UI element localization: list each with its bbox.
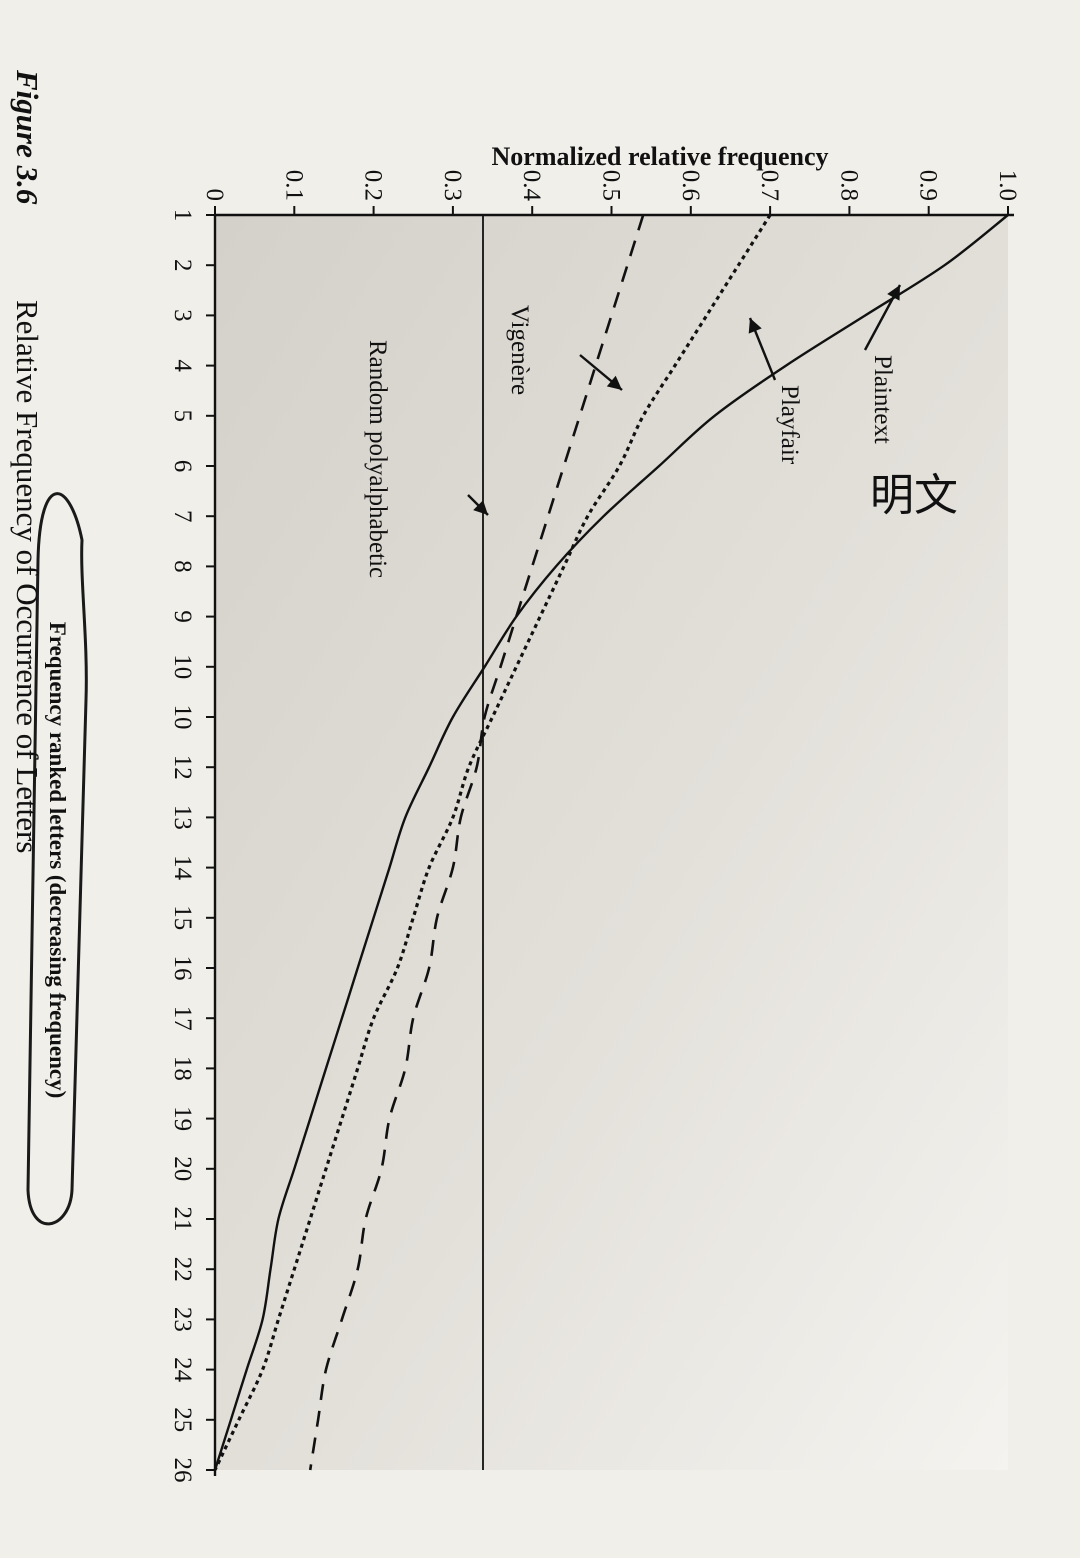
series-line-vigen-re [308, 214, 645, 1471]
x-tick-label: 17 [169, 1006, 196, 1031]
x-tick-label: 15 [169, 905, 196, 930]
x-tick-label: 26 [169, 1458, 196, 1483]
y-tick-label: 0 [201, 189, 228, 202]
x-tick-label: 1 [169, 209, 196, 222]
x-tick-label: 22 [169, 1257, 196, 1282]
x-tick-label: 10 [169, 654, 196, 679]
series-line-playfair [213, 214, 772, 1471]
annotation-playfair: Playfair [776, 385, 803, 465]
x-tick-label: 18 [169, 1056, 196, 1081]
annotation-random-polyalphabetic: Random polyalphabetic [364, 340, 391, 578]
plot-area [215, 215, 1008, 1470]
x-tick-label: 23 [169, 1307, 196, 1332]
x-tick-label: 13 [169, 805, 196, 830]
annotation-arrowhead [473, 500, 488, 515]
figure-caption-text: Relative Frequency of Occurrence of Lett… [10, 300, 45, 853]
x-tick-label: 9 [169, 610, 196, 623]
y-tick-label: 0.8 [835, 170, 862, 201]
handwritten-circle [26, 492, 88, 1226]
y-tick-label: 0.6 [677, 170, 704, 201]
axes [213, 213, 1014, 1476]
x-tick-label: 19 [169, 1106, 196, 1131]
x-tick-label: 25 [169, 1407, 196, 1432]
annotation-plaintext: Plaintext [869, 355, 896, 444]
x-axis-label: Frequency ranked letters (decreasing fre… [45, 622, 70, 1099]
x-tick-label: 24 [169, 1357, 196, 1383]
y-tick-label: 0.4 [518, 170, 545, 202]
annotation-arrowhead [748, 318, 762, 334]
x-tick-label: 2 [169, 259, 196, 272]
x-tick-label: 12 [169, 755, 196, 780]
y-tick-label: 1.0 [994, 170, 1021, 201]
x-tick-label: 7 [169, 510, 196, 523]
x-tick-label: 6 [169, 460, 196, 473]
x-tick-label: 4 [169, 359, 196, 372]
y-tick-label: 0.7 [756, 170, 783, 201]
x-tick-label: 10 [169, 705, 196, 730]
x-tick-label: 3 [169, 309, 196, 322]
y-tick-label: 0.9 [915, 170, 942, 201]
handwritten-note: 明文 [870, 470, 958, 521]
x-tick-label: 16 [169, 956, 196, 981]
y-tick-label: 0.2 [360, 170, 387, 201]
figure-caption-label: Figure 3.6 [10, 69, 45, 205]
series-line-plaintext [213, 214, 1009, 1471]
x-tick-label: 8 [169, 560, 196, 573]
series-annotations: Plaintext Playfair Vigenère Random polyalph… [364, 284, 902, 578]
x-tick-label: 20 [169, 1156, 196, 1181]
annotation-arrowhead [606, 375, 622, 390]
y-ticks: 0 0.1 0.2 0.3 0.4 0.5 0.6 0.7 0.8 0.9 1.0 [201, 170, 1021, 215]
y-tick-label: 0.3 [439, 170, 466, 201]
x-tick-label: 5 [169, 410, 196, 423]
x-tick-label: 21 [169, 1207, 196, 1232]
y-tick-label: 0.1 [280, 170, 307, 201]
x-ticks: 1234567891010121314151617181920212223242… [169, 209, 215, 1483]
y-tick-label: 0.5 [598, 170, 625, 201]
y-axis-label: Normalized relative frequency [492, 142, 829, 171]
annotation-arrowhead [887, 285, 900, 301]
x-tick-label: 14 [169, 855, 196, 881]
annotation-vigen-re: Vigenère [506, 305, 533, 395]
series-lines [213, 214, 1009, 1471]
plot-background [215, 215, 1008, 1470]
